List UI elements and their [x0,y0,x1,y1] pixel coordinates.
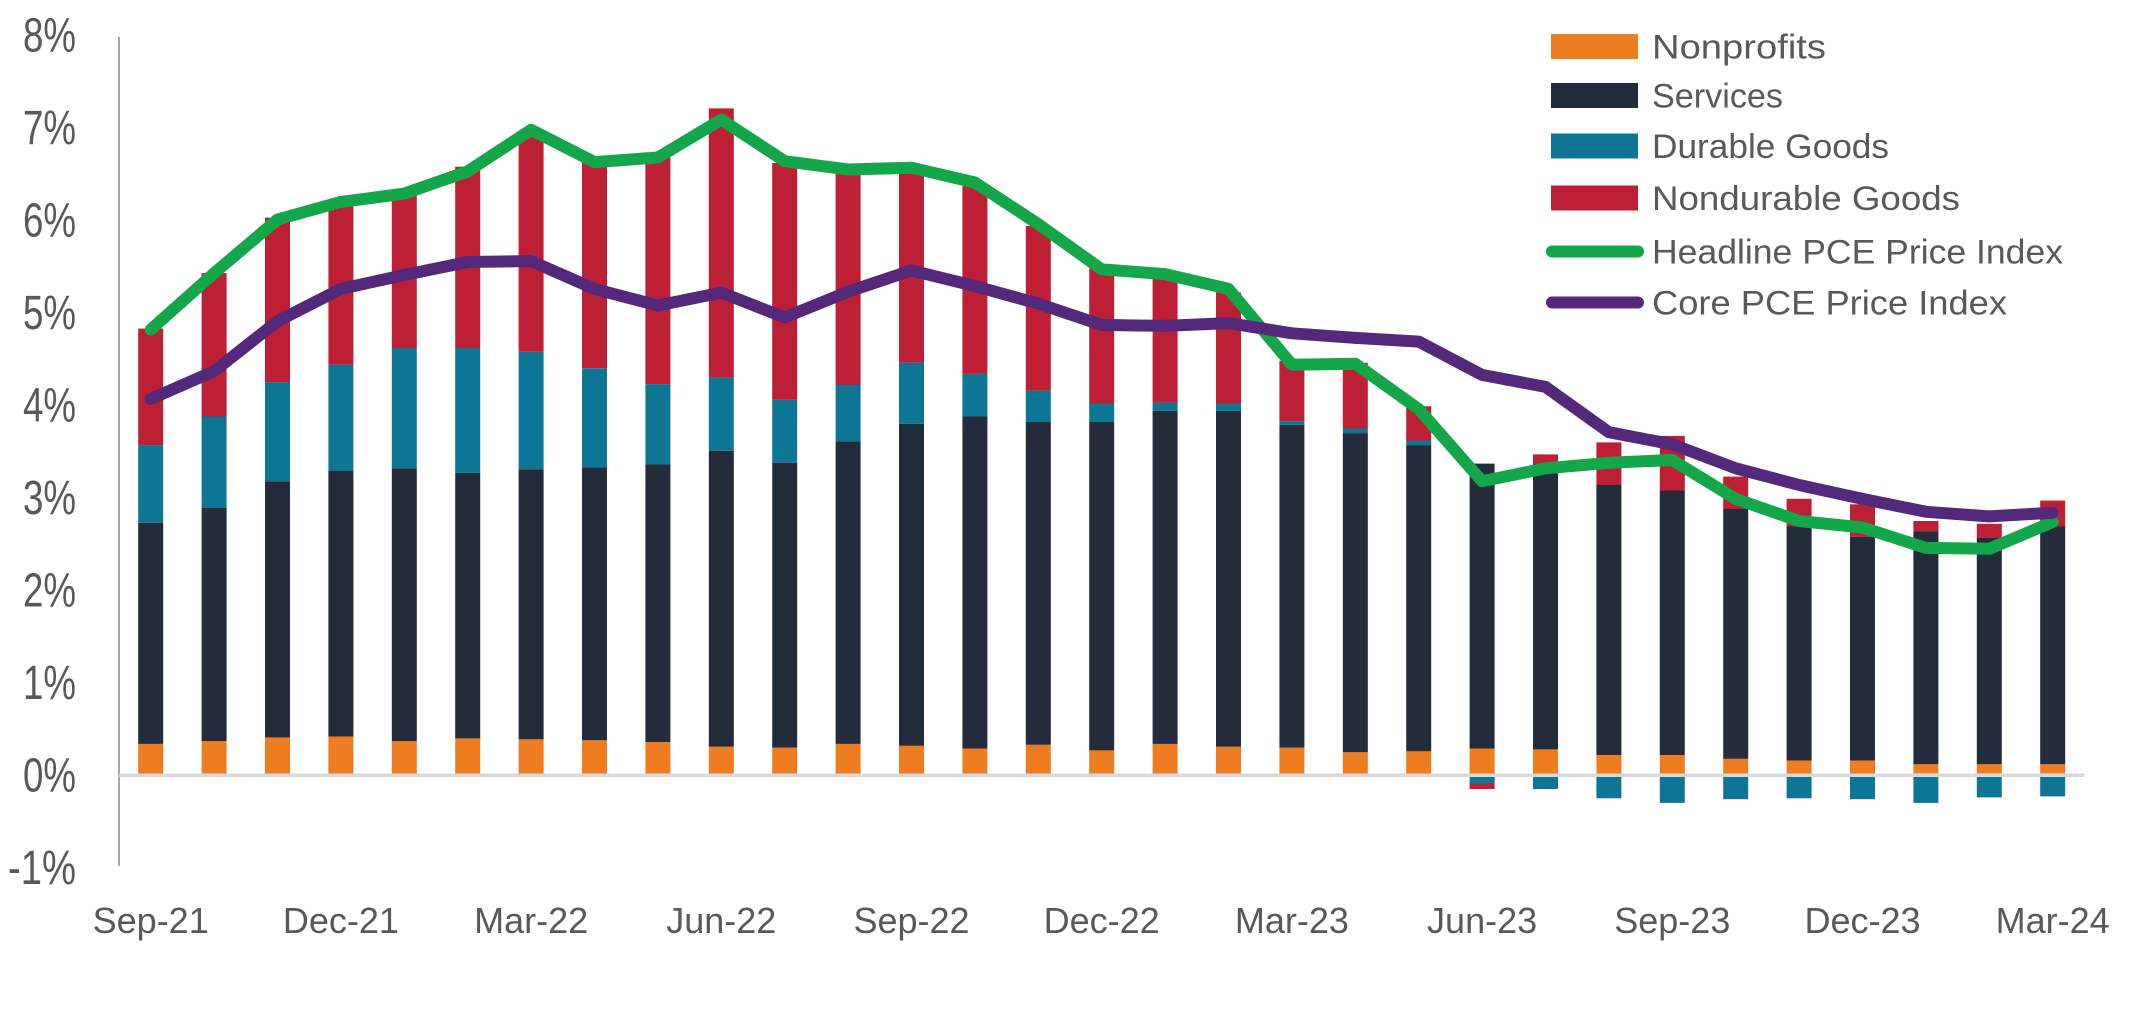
svg-text:Dec-21: Dec-21 [283,900,399,941]
svg-text:Headline PCE Price Index: Headline PCE Price Index [1652,234,2063,272]
svg-text:Mar-22: Mar-22 [474,900,588,941]
svg-text:0%: 0% [23,750,76,803]
svg-text:Core PCE Price Index: Core PCE Price Index [1652,285,2007,323]
svg-text:4%: 4% [23,380,76,433]
svg-text:2%: 2% [23,565,76,618]
svg-text:Services: Services [1652,78,1783,116]
svg-text:8%: 8% [23,10,76,63]
svg-text:Durable Goods: Durable Goods [1652,128,1889,166]
svg-text:Dec-23: Dec-23 [1804,900,1920,941]
svg-text:-1%: -1% [8,842,76,895]
svg-text:Sep-23: Sep-23 [1614,900,1730,941]
svg-text:7%: 7% [23,102,76,155]
svg-text:Mar-24: Mar-24 [1996,900,2110,941]
svg-text:Jun-22: Jun-22 [666,900,776,941]
svg-text:Nondurable Goods: Nondurable Goods [1652,180,1960,218]
svg-text:Mar-23: Mar-23 [1235,900,1349,941]
svg-text:5%: 5% [23,287,76,340]
svg-text:1%: 1% [23,657,76,710]
svg-text:Sep-22: Sep-22 [853,900,969,941]
svg-text:Nonprofits: Nonprofits [1652,29,1826,67]
svg-text:Sep-21: Sep-21 [93,900,209,941]
svg-text:Jun-23: Jun-23 [1427,900,1537,941]
svg-text:Dec-22: Dec-22 [1044,900,1160,941]
svg-text:6%: 6% [23,195,76,248]
svg-text:3%: 3% [23,472,76,525]
